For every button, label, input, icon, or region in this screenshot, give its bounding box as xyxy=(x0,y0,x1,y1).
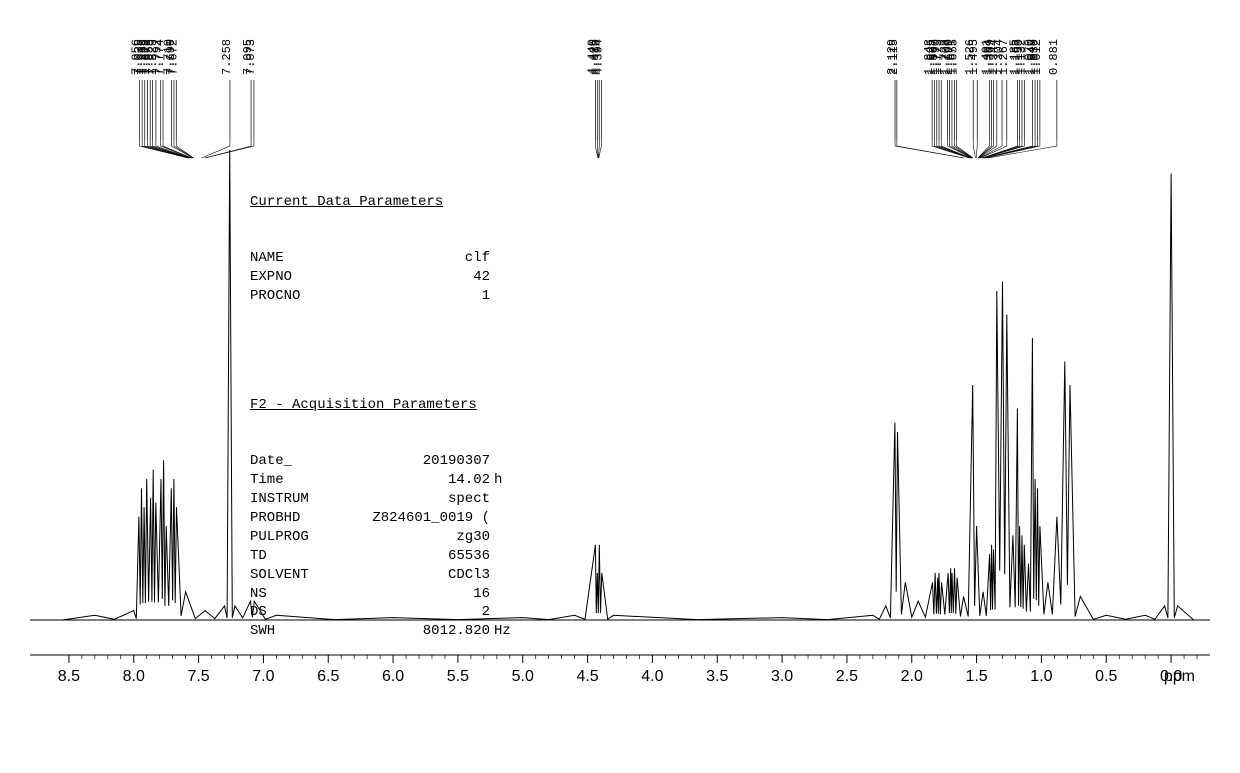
spectrum-trace xyxy=(30,150,1210,620)
param-key: NAME xyxy=(250,249,340,268)
peak-label: 1.012 xyxy=(1030,39,1044,75)
param-key: SWH xyxy=(250,622,340,641)
param-value: 20190307 xyxy=(340,452,490,471)
x-tick-label: 3.5 xyxy=(706,668,728,685)
param-key: EXPNO xyxy=(250,268,340,287)
param-row: Time14.02h xyxy=(250,471,520,490)
x-tick-label: 7.5 xyxy=(187,668,209,685)
peak-bracket-branch xyxy=(973,140,975,158)
param-row: PULPROGzg30 xyxy=(250,528,520,547)
param-value: 8012.820 xyxy=(340,622,490,641)
param-unit: h xyxy=(490,471,520,490)
param-row: DS2 xyxy=(250,603,520,622)
param-value: 2 xyxy=(340,603,490,622)
peak-label: 7.672 xyxy=(166,39,180,75)
param-row: SOLVENTCDCl3 xyxy=(250,566,520,585)
param-value: 1 xyxy=(340,287,490,306)
param-value: 42 xyxy=(340,268,490,287)
param-value: 65536 xyxy=(340,547,490,566)
x-tick-label: 8.5 xyxy=(58,668,80,685)
x-tick-label: 1.5 xyxy=(965,668,987,685)
param-key: TD xyxy=(250,547,340,566)
param-unit xyxy=(490,566,520,585)
peak-label: 2.115 xyxy=(887,39,901,75)
param-unit xyxy=(490,490,520,509)
x-tick-label: 4.0 xyxy=(641,668,663,685)
param-value: Z824601_0019 ( xyxy=(340,509,490,528)
param-row: PROBHDZ824601_0019 ( xyxy=(250,509,520,528)
param-unit xyxy=(490,585,520,604)
param-unit xyxy=(490,452,520,471)
params-section1-title: Current Data Parameters xyxy=(250,193,443,212)
param-key: Date_ xyxy=(250,452,340,471)
param-unit xyxy=(490,547,520,566)
param-row: NAMEclf xyxy=(250,249,520,268)
peak-label: 7.073 xyxy=(244,39,258,75)
param-unit xyxy=(490,268,520,287)
param-row: PROCNO1 xyxy=(250,287,520,306)
param-unit: Hz xyxy=(490,622,520,641)
peak-bracket-branch xyxy=(205,140,251,158)
param-key: INSTRUM xyxy=(250,490,340,509)
x-tick-label: 5.0 xyxy=(512,668,534,685)
param-key: SOLVENT xyxy=(250,566,340,585)
x-tick-label: 6.5 xyxy=(317,668,339,685)
param-value: CDCl3 xyxy=(340,566,490,585)
x-tick-label: 4.5 xyxy=(576,668,598,685)
peak-label: 7.258 xyxy=(220,39,234,75)
param-key: PROCNO xyxy=(250,287,340,306)
param-unit xyxy=(490,528,520,547)
param-row: INSTRUMspect xyxy=(250,490,520,509)
params-section2-title: F2 - Acquisition Parameters xyxy=(250,396,477,415)
acquisition-parameters: Current Data Parameters NAMEclfEXPNO42PR… xyxy=(250,155,520,660)
peak-label: 0.881 xyxy=(1047,39,1061,75)
param-value: spect xyxy=(340,490,490,509)
param-key: DS xyxy=(250,603,340,622)
peak-label: 1.655 xyxy=(946,39,960,75)
peak-bracket-branch xyxy=(976,140,977,158)
param-key: PULPROG xyxy=(250,528,340,547)
x-tick-label: 8.0 xyxy=(123,668,145,685)
param-unit xyxy=(490,287,520,306)
param-key: PROBHD xyxy=(250,509,340,528)
param-row: EXPNO42 xyxy=(250,268,520,287)
param-value: 16 xyxy=(340,585,490,604)
param-key: Time xyxy=(250,471,340,490)
x-tick-label: 7.0 xyxy=(252,668,274,685)
nmr-svg: 8.5 8.0 7.5 7.0 6.5 6.0 5.5 5.0 4.5 4.0 3.5 3.0 2.5 2… xyxy=(20,20,1220,720)
x-tick-label: 2.5 xyxy=(836,668,858,685)
param-value: clf xyxy=(340,249,490,268)
param-value: 14.02 xyxy=(340,471,490,490)
nmr-plot: 8.5 8.0 7.5 7.0 6.5 6.0 5.5 5.0 4.5 4.0 3.5 3.0 2.5 2… xyxy=(20,20,1220,720)
x-tick-label: 2.0 xyxy=(901,668,923,685)
param-row: TD65536 xyxy=(250,547,520,566)
param-value: zg30 xyxy=(340,528,490,547)
x-tick-label: 0.5 xyxy=(1095,668,1117,685)
x-axis-label: ppm xyxy=(1164,668,1195,685)
x-tick-label: 1.0 xyxy=(1030,668,1052,685)
param-unit xyxy=(490,249,520,268)
x-tick-label: 6.0 xyxy=(382,668,404,685)
param-unit xyxy=(490,603,520,622)
param-key: NS xyxy=(250,585,340,604)
peak-label: 4.394 xyxy=(591,39,605,75)
param-row: Date_20190307 xyxy=(250,452,520,471)
x-tick-label: 5.5 xyxy=(447,668,469,685)
x-tick-label: 3.0 xyxy=(771,668,793,685)
param-unit xyxy=(490,509,520,528)
param-row: NS16 xyxy=(250,585,520,604)
peak-bracket-branch xyxy=(978,140,989,158)
param-row: SWH8012.820Hz xyxy=(250,622,520,641)
